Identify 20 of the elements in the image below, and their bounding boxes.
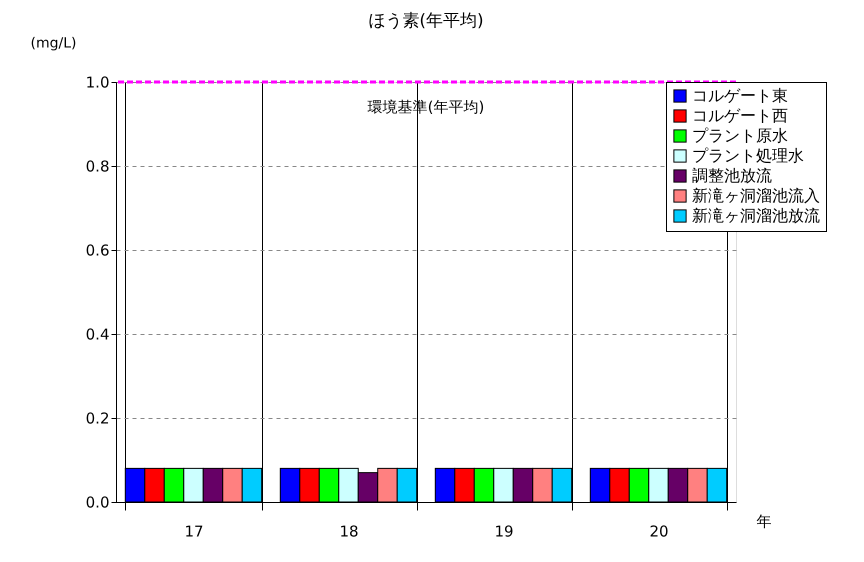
y-tick-label: 0.4	[86, 326, 110, 344]
legend-label: プラント処理水	[692, 146, 804, 165]
x-tick-label: 18	[339, 522, 359, 540]
y-tick-label: 0.8	[86, 158, 110, 176]
legend-label: コルゲート西	[692, 106, 788, 125]
x-tick-label: 20	[649, 522, 669, 540]
chart-title: ほう素(年平均)	[368, 11, 484, 31]
y-tick-label: 0.0	[86, 494, 110, 512]
y-tick-label: 0.6	[86, 242, 110, 260]
x-axis-title: 年	[756, 512, 772, 530]
legend-label: コルゲート東	[692, 86, 788, 105]
y-tick-label: 0.2	[86, 410, 110, 428]
y-axis-title: (mg/L)	[30, 36, 76, 52]
legend-label: 新滝ヶ洞溜池放流	[692, 206, 820, 225]
x-tick-label: 17	[184, 522, 204, 540]
legend-label: 新滝ヶ洞溜池流入	[692, 186, 820, 205]
legend-label: プラント原水	[692, 126, 788, 145]
x-tick-label: 19	[494, 522, 514, 540]
y-tick-label: 1.0	[86, 74, 110, 92]
legend-label: 調整池放流	[692, 166, 772, 185]
